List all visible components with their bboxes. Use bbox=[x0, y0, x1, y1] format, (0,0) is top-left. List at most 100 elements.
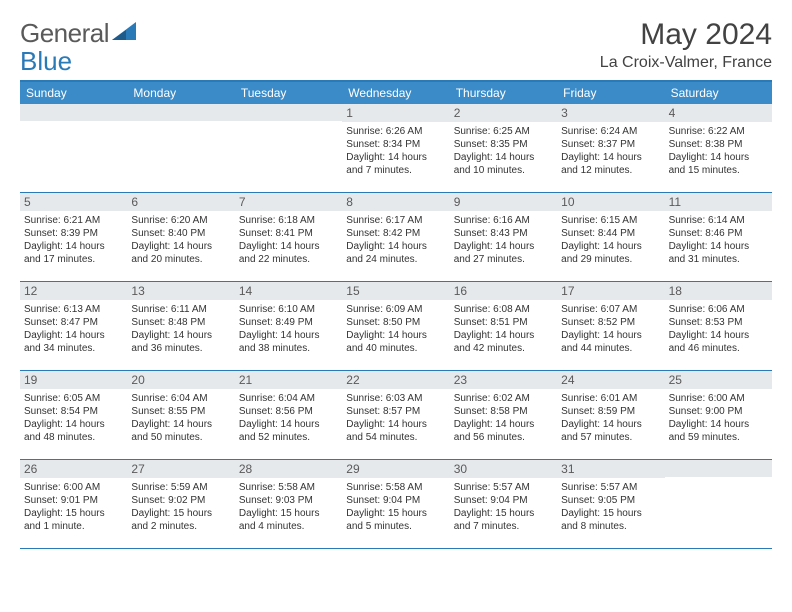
day-details: Sunrise: 6:24 AMSunset: 8:37 PMDaylight:… bbox=[561, 125, 660, 177]
day-details: Sunrise: 6:11 AMSunset: 8:48 PMDaylight:… bbox=[131, 303, 230, 355]
day-cell: 30 Sunrise: 5:57 AMSunset: 9:04 PMDayligh… bbox=[450, 460, 557, 548]
day-details: Sunrise: 6:00 AMSunset: 9:00 PMDaylight:… bbox=[669, 392, 768, 444]
weekday-sun: Sunday bbox=[20, 82, 127, 104]
day-cell: 16 Sunrise: 6:08 AMSunset: 8:51 PMDayligh… bbox=[450, 282, 557, 370]
day-details: Sunrise: 6:20 AMSunset: 8:40 PMDaylight:… bbox=[131, 214, 230, 266]
day-cell: 22 Sunrise: 6:03 AMSunset: 8:57 PMDayligh… bbox=[342, 371, 449, 459]
empty-day-bar bbox=[665, 460, 772, 477]
day-cell: 10Sunrise: 6:15 AMSunset: 8:44 PMDayligh… bbox=[557, 193, 664, 281]
day-cell: 13Sunrise: 6:11 AMSunset: 8:48 PMDayligh… bbox=[127, 282, 234, 370]
day-number: 12 bbox=[20, 282, 127, 300]
day-details: Sunrise: 6:17 AMSunset: 8:42 PMDaylight:… bbox=[346, 214, 445, 266]
day-details: Sunrise: 6:05 AMSunset: 8:54 PMDaylight:… bbox=[24, 392, 123, 444]
day-cell: 17 Sunrise: 6:07 AMSunset: 8:52 PMDayligh… bbox=[557, 282, 664, 370]
day-number: 3 bbox=[557, 104, 664, 122]
day-cell: 20Sunrise: 6:04 AMSunset: 8:55 PMDayligh… bbox=[127, 371, 234, 459]
day-number: 2 bbox=[450, 104, 557, 122]
day-details: Sunrise: 6:03 AMSunset: 8:57 PMDaylight:… bbox=[346, 392, 445, 444]
empty-day-bar bbox=[235, 104, 342, 121]
day-cell: 26Sunrise: 6:00 AMSunset: 9:01 PMDayligh… bbox=[20, 460, 127, 548]
weekday-sat: Saturday bbox=[665, 82, 772, 104]
day-number: 21 bbox=[235, 371, 342, 389]
empty-day-cell bbox=[665, 460, 772, 548]
day-cell: 9 Sunrise: 6:16 AMSunset: 8:43 PMDaylight… bbox=[450, 193, 557, 281]
weekday-tue: Tuesday bbox=[235, 82, 342, 104]
day-number: 20 bbox=[127, 371, 234, 389]
weekday-header-row: Sunday Monday Tuesday Wednesday Thursday… bbox=[20, 82, 772, 104]
day-cell: 28Sunrise: 5:58 AMSunset: 9:03 PMDayligh… bbox=[235, 460, 342, 548]
day-number: 19 bbox=[20, 371, 127, 389]
day-cell: 8 Sunrise: 6:17 AMSunset: 8:42 PMDaylight… bbox=[342, 193, 449, 281]
day-number: 15 bbox=[342, 282, 449, 300]
weekday-wed: Wednesday bbox=[342, 82, 449, 104]
day-cell: 21 Sunrise: 6:04 AMSunset: 8:56 PMDayligh… bbox=[235, 371, 342, 459]
title-block: May 2024 La Croix-Valmer, France bbox=[600, 18, 772, 72]
day-number: 7 bbox=[235, 193, 342, 211]
day-number: 6 bbox=[127, 193, 234, 211]
day-details: Sunrise: 6:10 AMSunset: 8:49 PMDaylight:… bbox=[239, 303, 338, 355]
day-details: Sunrise: 5:58 AMSunset: 9:04 PMDaylight:… bbox=[346, 481, 445, 533]
day-details: Sunrise: 6:06 AMSunset: 8:53 PMDaylight:… bbox=[669, 303, 768, 355]
empty-day-cell bbox=[127, 104, 234, 192]
week-row: 26Sunrise: 6:00 AMSunset: 9:01 PMDayligh… bbox=[20, 460, 772, 549]
day-number: 22 bbox=[342, 371, 449, 389]
day-details: Sunrise: 6:26 AMSunset: 8:34 PMDaylight:… bbox=[346, 125, 445, 177]
empty-day-bar bbox=[127, 104, 234, 121]
day-cell: 5 Sunrise: 6:21 AMSunset: 8:39 PMDaylight… bbox=[20, 193, 127, 281]
day-number: 9 bbox=[450, 193, 557, 211]
day-number: 24 bbox=[557, 371, 664, 389]
day-details: Sunrise: 6:02 AMSunset: 8:58 PMDaylight:… bbox=[454, 392, 553, 444]
day-details: Sunrise: 6:14 AMSunset: 8:46 PMDaylight:… bbox=[669, 214, 768, 266]
day-details: Sunrise: 5:57 AMSunset: 9:04 PMDaylight:… bbox=[454, 481, 553, 533]
day-details: Sunrise: 5:57 AMSunset: 9:05 PMDaylight:… bbox=[561, 481, 660, 533]
day-cell: 15 Sunrise: 6:09 AMSunset: 8:50 PMDayligh… bbox=[342, 282, 449, 370]
day-number: 30 bbox=[450, 460, 557, 478]
day-number: 14 bbox=[235, 282, 342, 300]
brand-part1: General bbox=[20, 18, 109, 49]
weekday-fri: Friday bbox=[557, 82, 664, 104]
day-number: 17 bbox=[557, 282, 664, 300]
day-number: 27 bbox=[127, 460, 234, 478]
day-details: Sunrise: 6:01 AMSunset: 8:59 PMDaylight:… bbox=[561, 392, 660, 444]
day-details: Sunrise: 6:07 AMSunset: 8:52 PMDaylight:… bbox=[561, 303, 660, 355]
day-cell: 23 Sunrise: 6:02 AMSunset: 8:58 PMDayligh… bbox=[450, 371, 557, 459]
empty-day-cell bbox=[20, 104, 127, 192]
day-cell: 29Sunrise: 5:58 AMSunset: 9:04 PMDayligh… bbox=[342, 460, 449, 548]
day-details: Sunrise: 6:04 AMSunset: 8:56 PMDaylight:… bbox=[239, 392, 338, 444]
location: La Croix-Valmer, France bbox=[600, 54, 772, 72]
day-cell: 12 Sunrise: 6:13 AMSunset: 8:47 PMDayligh… bbox=[20, 282, 127, 370]
day-details: Sunrise: 6:21 AMSunset: 8:39 PMDaylight:… bbox=[24, 214, 123, 266]
day-number: 23 bbox=[450, 371, 557, 389]
day-cell: 24 Sunrise: 6:01 AMSunset: 8:59 PMDayligh… bbox=[557, 371, 664, 459]
day-details: Sunrise: 6:08 AMSunset: 8:51 PMDaylight:… bbox=[454, 303, 553, 355]
day-cell: 25Sunrise: 6:00 AMSunset: 9:00 PMDayligh… bbox=[665, 371, 772, 459]
week-row: 12 Sunrise: 6:13 AMSunset: 8:47 PMDayligh… bbox=[20, 282, 772, 371]
week-row: 5 Sunrise: 6:21 AMSunset: 8:39 PMDaylight… bbox=[20, 193, 772, 282]
week-row: 1Sunrise: 6:26 AMSunset: 8:34 PMDaylight… bbox=[20, 104, 772, 193]
day-number: 11 bbox=[665, 193, 772, 211]
day-cell: 3 Sunrise: 6:24 AMSunset: 8:37 PMDaylight… bbox=[557, 104, 664, 192]
day-number: 18 bbox=[665, 282, 772, 300]
day-number: 28 bbox=[235, 460, 342, 478]
week-row: 19 Sunrise: 6:05 AMSunset: 8:54 PMDayligh… bbox=[20, 371, 772, 460]
day-number: 26 bbox=[20, 460, 127, 478]
day-cell: 11 Sunrise: 6:14 AMSunset: 8:46 PMDayligh… bbox=[665, 193, 772, 281]
day-number: 5 bbox=[20, 193, 127, 211]
brand-part2: Blue bbox=[20, 46, 72, 77]
calendar: Sunday Monday Tuesday Wednesday Thursday… bbox=[20, 80, 772, 549]
day-details: Sunrise: 6:13 AMSunset: 8:47 PMDaylight:… bbox=[24, 303, 123, 355]
day-details: Sunrise: 6:18 AMSunset: 8:41 PMDaylight:… bbox=[239, 214, 338, 266]
day-number: 16 bbox=[450, 282, 557, 300]
day-cell: 18 Sunrise: 6:06 AMSunset: 8:53 PMDayligh… bbox=[665, 282, 772, 370]
day-details: Sunrise: 6:16 AMSunset: 8:43 PMDaylight:… bbox=[454, 214, 553, 266]
empty-day-bar bbox=[20, 104, 127, 121]
brand-logo: General bbox=[20, 18, 136, 49]
day-details: Sunrise: 6:09 AMSunset: 8:50 PMDaylight:… bbox=[346, 303, 445, 355]
day-cell: 4Sunrise: 6:22 AMSunset: 8:38 PMDaylight… bbox=[665, 104, 772, 192]
day-details: Sunrise: 6:25 AMSunset: 8:35 PMDaylight:… bbox=[454, 125, 553, 177]
day-details: Sunrise: 5:59 AMSunset: 9:02 PMDaylight:… bbox=[131, 481, 230, 533]
day-number: 4 bbox=[665, 104, 772, 122]
day-number: 8 bbox=[342, 193, 449, 211]
day-number: 31 bbox=[557, 460, 664, 478]
day-number: 10 bbox=[557, 193, 664, 211]
